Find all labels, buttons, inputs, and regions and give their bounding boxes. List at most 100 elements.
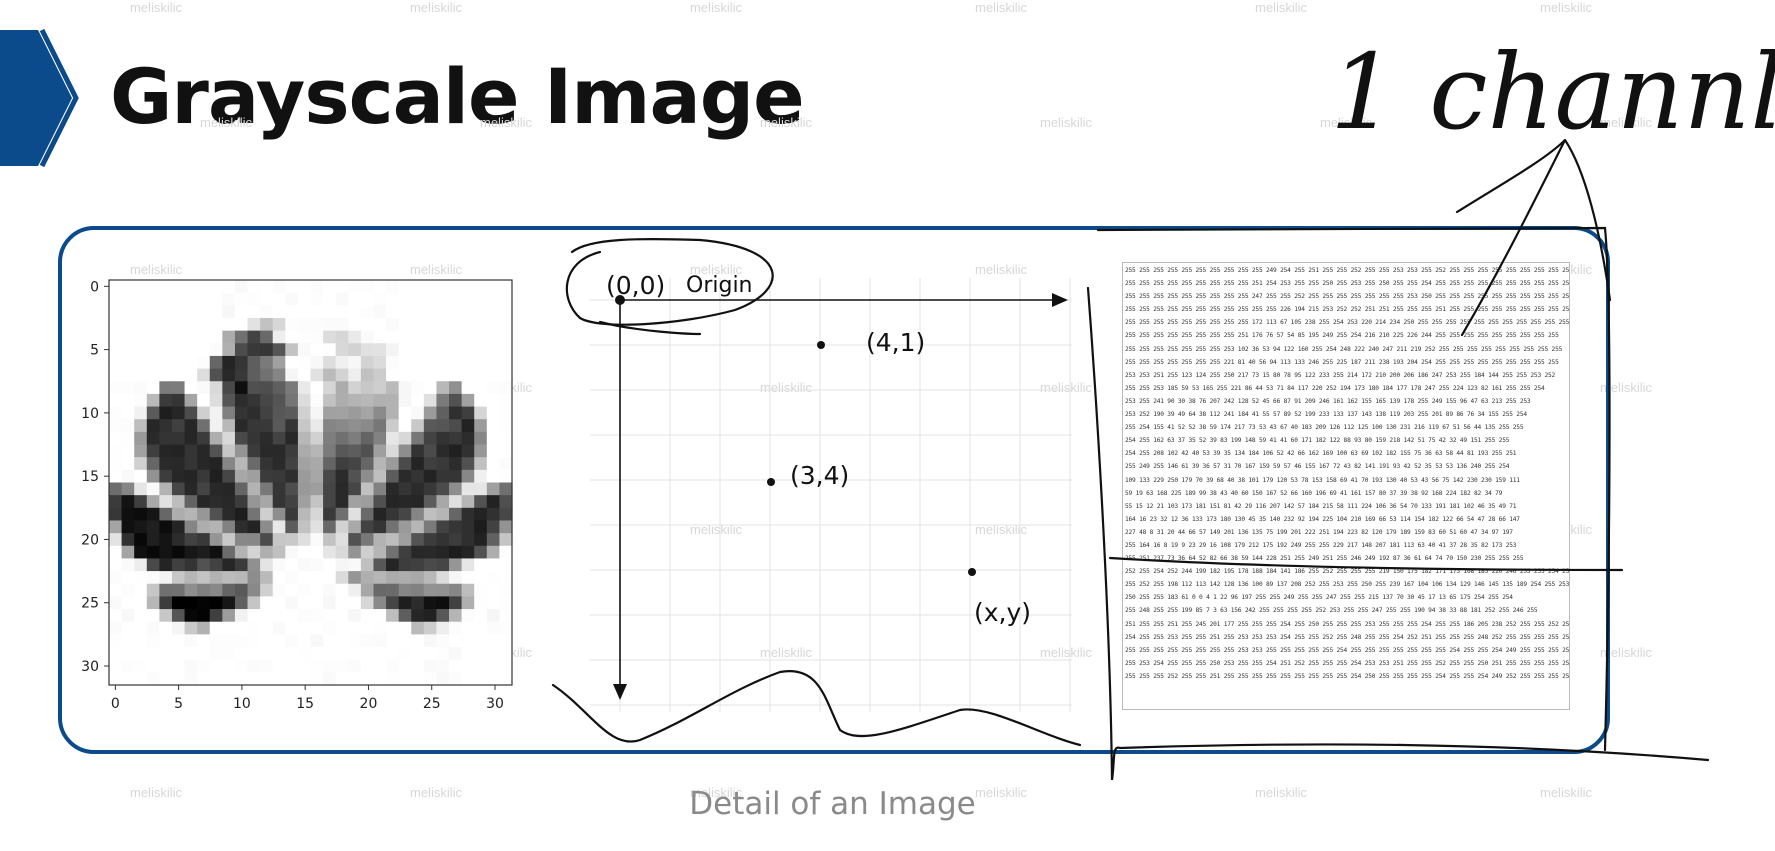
pixel-cell [121, 495, 135, 509]
pixel-cell [134, 495, 148, 509]
pixel-cell [360, 507, 375, 522]
pixel-cell [272, 571, 286, 585]
pixel-cell [398, 634, 412, 648]
pixel-cell [109, 317, 123, 332]
pixel-cell [373, 571, 387, 585]
pixel-cell [486, 368, 500, 382]
pixel-cell [234, 596, 249, 610]
pixel-cell [386, 482, 400, 496]
pixel-cell [348, 343, 362, 357]
pixel-cell [335, 507, 349, 522]
pixel-cell [171, 431, 186, 446]
pixel-cell [222, 393, 236, 408]
pixel-cell [411, 343, 425, 357]
pixel-cell [209, 431, 223, 446]
watermark-text: meliskilic [760, 380, 812, 395]
pixel-cell [209, 533, 223, 547]
pixel-cell [499, 469, 513, 484]
pixel-cell [234, 292, 249, 306]
pixel-cell [146, 444, 160, 458]
pixel-cell [373, 634, 387, 648]
pixel-cell [197, 355, 211, 370]
scribble-bottom-wave [551, 670, 1082, 747]
pixel-cell [360, 558, 375, 572]
pixel-cell [260, 482, 274, 496]
watermark-text: meliskilic [1040, 645, 1092, 660]
pixel-cell [272, 368, 286, 382]
pixel-cell [159, 520, 173, 534]
pixel-cell [461, 672, 475, 686]
watermark-text: meliskilic [1040, 380, 1092, 395]
pixel-cell [398, 393, 412, 408]
pixel-cell [423, 520, 438, 534]
pixel-cell [423, 280, 438, 294]
pixel-cell [159, 368, 173, 382]
pixel-cell [398, 533, 412, 547]
pixel-cell [260, 647, 274, 661]
pixel-cell [134, 457, 148, 471]
pixel-cell [197, 393, 211, 408]
pixel-cell [109, 292, 123, 306]
pixel-cell [297, 431, 312, 446]
pixel-cell [499, 596, 513, 610]
pixel-cell [184, 280, 198, 294]
pixel-cell [436, 330, 450, 344]
pixel-cell [297, 647, 312, 661]
pixel-cell [272, 419, 286, 433]
pixel-cell [335, 292, 349, 306]
pixel-cell [499, 431, 513, 446]
pixel-cell [386, 355, 400, 370]
pixel-cell [323, 419, 337, 433]
pixel-cell [436, 280, 450, 294]
pixel-cell [323, 381, 337, 395]
pixel-cell [499, 317, 513, 332]
pixel-cell [171, 609, 186, 623]
pixel-cell [348, 457, 362, 471]
pixel-cell [209, 647, 223, 661]
pixel-cell [348, 520, 362, 534]
pixel-cell [499, 545, 513, 560]
pixel-cell [348, 533, 362, 547]
pixel-cell [486, 647, 500, 661]
pixel-cell [260, 292, 274, 306]
pixel-cell [209, 495, 223, 509]
pixel-cell [486, 609, 500, 623]
pixel-cell [436, 647, 450, 661]
pixel-cell [335, 596, 349, 610]
pixel-cell [222, 609, 236, 623]
pixel-cell [234, 317, 249, 332]
pixel-cell [285, 280, 299, 294]
pixel-cell [134, 647, 148, 661]
pixel-cell [297, 533, 312, 547]
pixel-cell [323, 520, 337, 534]
x-axis-arrowhead-icon [1052, 293, 1068, 307]
pixel-cell [486, 393, 500, 408]
pixel-cell [146, 571, 160, 585]
pixel-cell [146, 305, 160, 319]
pixel-cell [197, 520, 211, 534]
pixel-cell [171, 634, 186, 648]
pixel-cell [222, 571, 236, 585]
pixel-cell [109, 659, 123, 673]
pixel-cell [121, 672, 135, 686]
pixel-cell [323, 469, 337, 484]
pixel-cell [310, 545, 324, 560]
pixel-cell [486, 558, 500, 572]
pixel-cell [449, 558, 463, 572]
pixel-cell [386, 647, 400, 661]
pixel-cell [398, 571, 412, 585]
pixel-cell [423, 444, 438, 458]
pixel-cell [209, 457, 223, 471]
pixel-cell [184, 355, 198, 370]
pixel-cell [222, 381, 236, 395]
pixel-cell [423, 596, 438, 610]
pixel-cell [461, 381, 475, 395]
pixel-cell [260, 469, 274, 484]
pixel-cell [134, 393, 148, 408]
pixel-cell [234, 495, 249, 509]
pixel-cell [146, 355, 160, 370]
pixel-cell [247, 393, 261, 408]
pixel-cell [171, 280, 186, 294]
pixel-cell [335, 621, 349, 635]
pixel-cell [486, 482, 500, 496]
